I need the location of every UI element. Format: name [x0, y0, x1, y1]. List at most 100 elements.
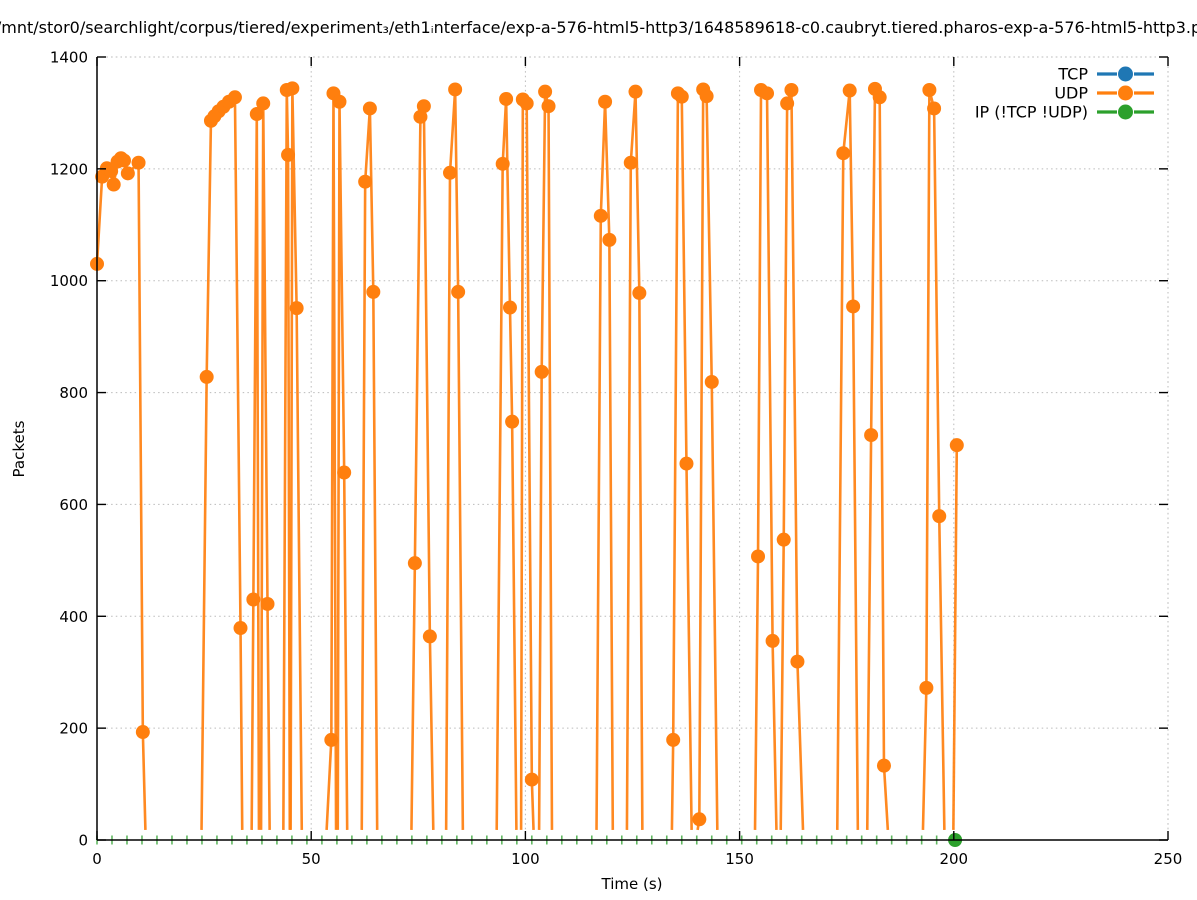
- y-tick-label: 1400: [50, 49, 88, 67]
- udp-point: [443, 165, 458, 180]
- legend-sample-point: [1118, 104, 1133, 120]
- udp-point: [260, 596, 275, 611]
- y-tick-label: 200: [59, 720, 88, 738]
- udp-point: [366, 284, 381, 299]
- udp-point: [760, 86, 775, 101]
- udp-point: [699, 89, 714, 104]
- udp-point: [765, 633, 780, 648]
- udp-point: [505, 414, 520, 429]
- udp-series-line: [282, 88, 292, 830]
- udp-series-line: [696, 88, 719, 831]
- udp-point: [927, 101, 942, 116]
- udp-point: [632, 286, 647, 301]
- udp-point: [451, 284, 466, 299]
- y-tick-label: 1000: [50, 272, 88, 290]
- udp-series-line: [250, 112, 261, 830]
- udp-series-line: [779, 88, 805, 830]
- udp-point: [784, 82, 799, 97]
- legend-sample-point: [1118, 66, 1133, 82]
- y-tick-label: 0: [78, 832, 88, 850]
- legend-label: UDP: [1054, 84, 1088, 103]
- x-tick-label: 250: [1154, 850, 1183, 868]
- udp-point: [502, 300, 517, 315]
- udp-point: [846, 299, 861, 314]
- udp-point: [876, 758, 891, 773]
- udp-point: [256, 96, 271, 111]
- udp-point: [519, 96, 534, 111]
- udp-point: [324, 732, 339, 747]
- udp-series-line: [336, 100, 349, 830]
- udp-point: [922, 82, 937, 97]
- udp-point: [362, 101, 377, 116]
- legend-label: IP (!TCP !UDP): [975, 103, 1088, 122]
- udp-point: [932, 509, 947, 524]
- udp-point: [332, 94, 347, 109]
- udp-series-line: [259, 102, 271, 830]
- udp-series-line: [865, 87, 890, 831]
- legend-label: TCP: [1057, 65, 1088, 84]
- udp-point: [499, 91, 514, 106]
- legend-item: IP (!TCP !UDP): [975, 103, 1154, 122]
- udp-point: [949, 438, 964, 453]
- udp-point: [131, 155, 146, 170]
- chart-title: /mnt/stor0/searchlight/corpus/tiered/exp…: [0, 18, 1197, 37]
- series-layer: [90, 81, 964, 847]
- udp-series-line: [200, 95, 244, 830]
- udp-point: [358, 174, 373, 189]
- udp-series-line: [289, 87, 304, 830]
- udp-series-line: [835, 89, 860, 830]
- x-tick-label: 0: [92, 850, 102, 868]
- udp-point: [602, 232, 617, 247]
- x-tick-label: 50: [302, 850, 321, 868]
- udp-point: [598, 94, 613, 109]
- udp-point: [790, 654, 805, 669]
- x-tick-label: 150: [725, 850, 754, 868]
- udp-point: [623, 155, 638, 170]
- udp-series-line: [444, 88, 465, 830]
- udp-point: [285, 81, 300, 96]
- y-tick-label: 400: [59, 608, 88, 626]
- udp-point: [227, 90, 242, 105]
- y-tick-label: 1200: [50, 160, 88, 178]
- udp-series-line: [952, 445, 959, 830]
- udp-point: [919, 680, 934, 695]
- udp-point: [116, 153, 131, 168]
- axis-layer: 0 50 100 150 200 250 0 200 400 600 800 1000 1200 1400: [50, 49, 1183, 869]
- udp-series-line: [537, 90, 554, 830]
- legend-sample-point: [1118, 85, 1133, 101]
- udp-point: [704, 374, 719, 389]
- udp-point: [416, 99, 431, 114]
- x-axis-title: Time (s): [601, 875, 663, 893]
- udp-point: [289, 301, 304, 316]
- legend-item: TCP: [1057, 65, 1154, 84]
- udp-series-line: [410, 104, 435, 830]
- udp-series-line: [325, 92, 338, 831]
- udp-series-line: [495, 97, 518, 830]
- udp-series-line: [753, 88, 778, 830]
- legend-item: UDP: [1054, 84, 1154, 103]
- x-tick-label: 200: [939, 850, 968, 868]
- udp-point: [776, 532, 791, 547]
- udp-point: [679, 456, 694, 471]
- udp-point: [836, 146, 851, 161]
- udp-point: [842, 83, 857, 98]
- y-axis-title: Packets: [10, 420, 28, 477]
- y-tick-label: 800: [59, 384, 88, 402]
- udp-point: [337, 465, 352, 480]
- udp-series-line: [625, 90, 644, 830]
- udp-point: [692, 812, 707, 827]
- udp-series-line: [519, 98, 535, 830]
- udp-point: [233, 621, 248, 636]
- udp-point: [495, 156, 510, 171]
- udp-point: [135, 725, 150, 740]
- udp-point: [674, 89, 689, 104]
- udp-point: [864, 428, 879, 443]
- udp-point: [524, 772, 539, 787]
- udp-point: [413, 109, 428, 124]
- udp-point: [628, 84, 643, 99]
- udp-point: [106, 177, 121, 192]
- udp-point: [199, 369, 214, 384]
- x-tick-label: 100: [511, 850, 540, 868]
